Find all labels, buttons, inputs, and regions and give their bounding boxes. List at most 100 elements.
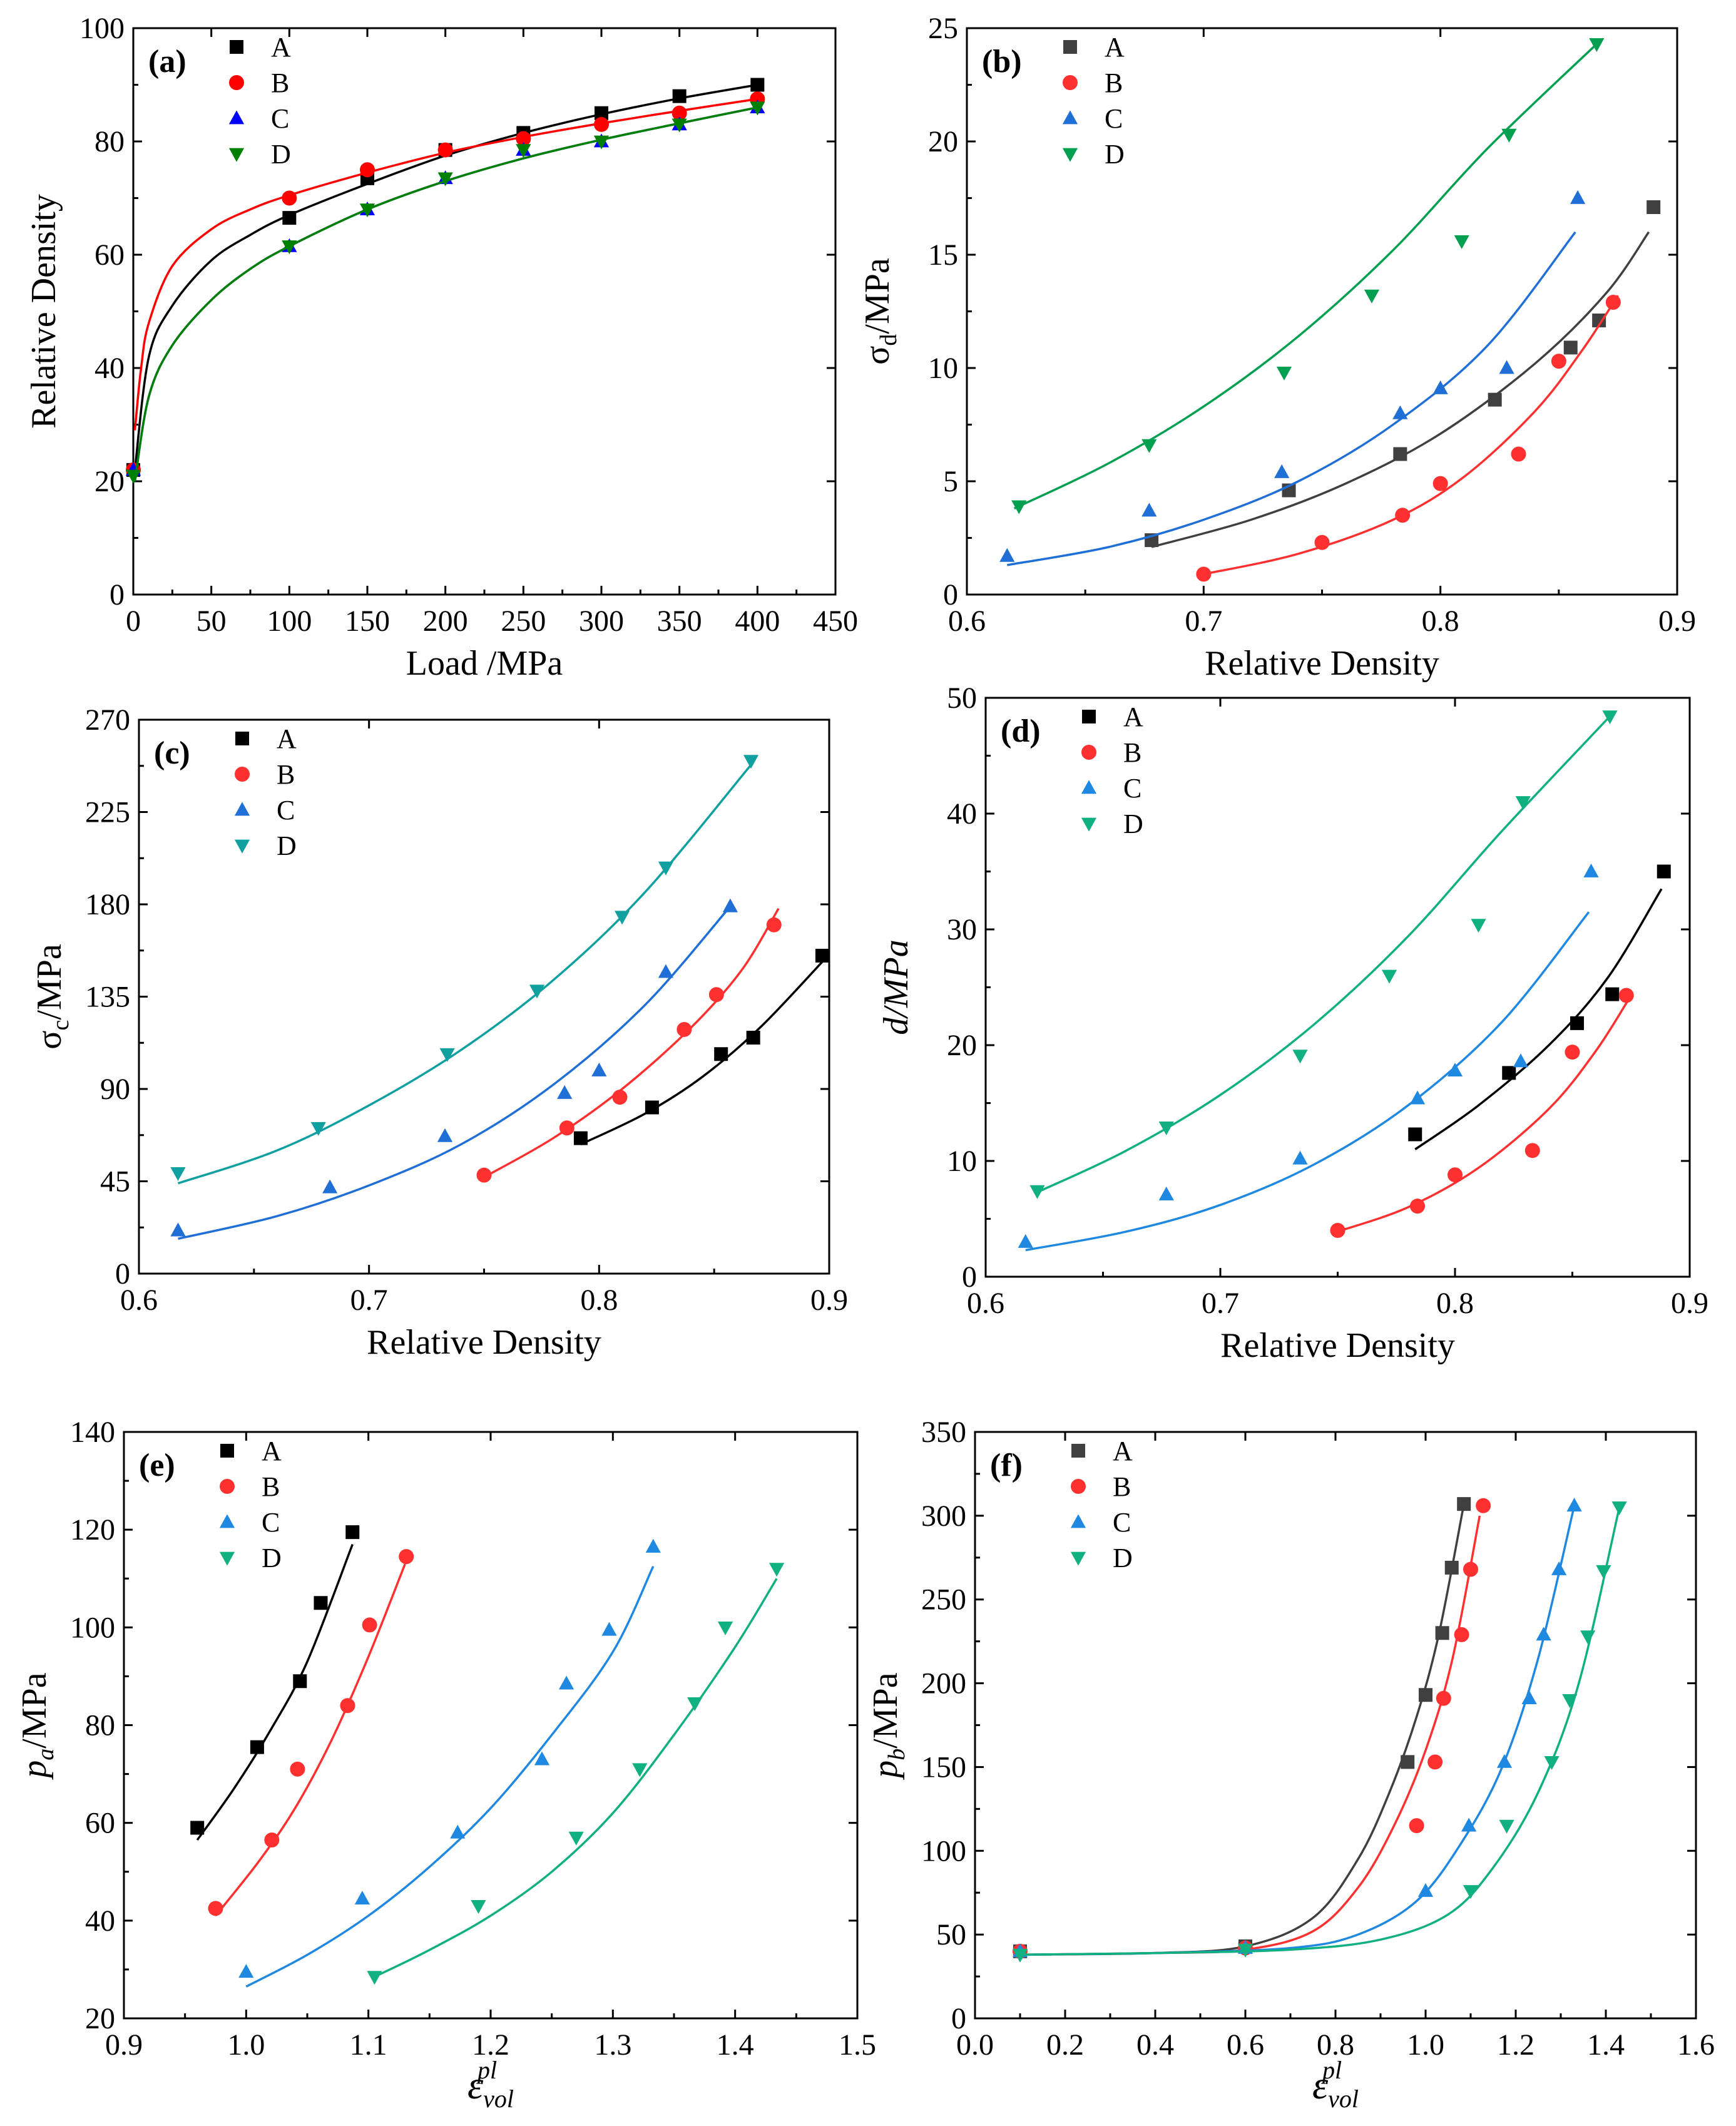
fit-curve-A (1019, 1503, 1465, 1956)
data-point-D (1454, 235, 1469, 249)
data-point-C (591, 1062, 607, 1076)
legend-label-D: D (262, 1543, 282, 1573)
data-point-A (1393, 447, 1407, 461)
x-axis-title: Load /MPa (406, 644, 563, 683)
fit-curve-A (1414, 888, 1663, 1150)
data-point-C (170, 1222, 186, 1237)
data-point-D (529, 984, 545, 999)
panel-label: (a) (148, 44, 186, 79)
x-tick-label: 0.6 (948, 605, 986, 638)
plot-frame (974, 1431, 1697, 2020)
y-tick-label: 200 (921, 1667, 966, 1700)
x-tick-label: 300 (579, 605, 624, 638)
legend-label-B: B (1123, 737, 1141, 768)
data-point-C (354, 1891, 370, 1905)
data-point-B (1395, 508, 1411, 523)
data-point-C (557, 1085, 573, 1099)
data-point-B (362, 1617, 377, 1633)
y-tick-label: 180 (85, 888, 130, 921)
data-point-D (768, 1563, 785, 1577)
x-tick-label: 1.2 (472, 2028, 509, 2062)
legend-label-D: D (1105, 139, 1125, 170)
data-point-B (282, 190, 297, 206)
data-point-C (437, 1128, 453, 1142)
x-tick-label: 1.1 (350, 2028, 387, 2062)
y-tick-label: 0 (962, 1260, 977, 1294)
data-point-C (1583, 863, 1599, 877)
legend-label-C: C (1123, 773, 1141, 804)
x-tick-label: 0.7 (1185, 605, 1222, 638)
data-point-A (190, 1821, 205, 1835)
legend-label-D: D (271, 139, 291, 170)
data-point-D (437, 172, 453, 187)
x-tick-label: 1.3 (594, 2028, 631, 2062)
y-axis-title: σc/MPa (30, 944, 74, 1050)
data-point-B (1448, 1167, 1463, 1183)
chart-panel-f: 0.0 0.2 0.4 0.6 0.8 1.0 1.2 1.4 1.6 0 50 100 150 200 2… (866, 1416, 1715, 2113)
fit-curve-C (1019, 1505, 1576, 1956)
x-tick-label: 150 (345, 605, 390, 638)
x-tick-label: 1.0 (227, 2028, 265, 2062)
data-point-C (1566, 1498, 1582, 1512)
data-point-D (1499, 1819, 1514, 1834)
y-tick-label: 25 (928, 12, 958, 45)
data-point-D (471, 1900, 486, 1914)
legend-marker-D (1062, 148, 1078, 162)
data-point-D (1562, 1694, 1578, 1708)
data-point-C (658, 964, 674, 978)
data-point-D (743, 755, 759, 769)
x-tick-label: 0.6 (967, 1287, 1004, 1320)
y-axis-title: pb/MPa (866, 1672, 910, 1780)
x-tick-label: 0.9 (1658, 605, 1696, 638)
y-axis-title: d/MPa (877, 939, 916, 1035)
data-point-D (1381, 969, 1397, 984)
data-point-B (1551, 354, 1566, 369)
fit-curve-D (1013, 43, 1598, 509)
y-tick-label: 15 (928, 238, 958, 272)
data-point-B (1476, 1498, 1491, 1513)
data-point-B (1524, 1143, 1540, 1158)
x-tick-label: 0.6 (120, 1284, 158, 1317)
data-point-A (750, 78, 765, 92)
series-D (1012, 1501, 1627, 1963)
data-point-D (1158, 1122, 1174, 1135)
y-tick-label: 30 (947, 913, 977, 946)
data-point-B (1196, 566, 1212, 582)
panel-label: (b) (982, 44, 1022, 79)
data-point-A (1488, 392, 1502, 407)
legend-marker-D (1070, 1551, 1086, 1566)
data-point-D (1471, 919, 1486, 933)
data-point-A (250, 1740, 264, 1754)
y-tick-label: 60 (85, 1807, 115, 1840)
legend-label-A: A (277, 723, 297, 754)
data-point-C (1392, 405, 1408, 419)
y-tick-label: 50 (936, 1918, 966, 1951)
y-tick-label: 5 (943, 465, 958, 498)
data-point-A (1647, 200, 1661, 214)
panel-label: (f) (990, 1448, 1023, 1483)
y-tick-label: 250 (921, 1583, 966, 1617)
series-A (126, 78, 765, 477)
data-point-D (125, 469, 141, 484)
y-tick-label: 20 (85, 2002, 115, 2035)
data-point-C (1432, 380, 1448, 394)
data-point-D (615, 911, 630, 925)
data-point-A (1401, 1755, 1415, 1769)
legend-marker-B (229, 75, 244, 90)
series-A (190, 1525, 360, 1841)
x-tick-label: 0.2 (1046, 2028, 1084, 2062)
data-point-D (1237, 1943, 1253, 1958)
series-C (999, 190, 1586, 566)
legend-label-C: C (262, 1507, 280, 1538)
x-tick-label: 400 (735, 605, 780, 638)
data-point-B (1427, 1754, 1443, 1770)
data-point-C (1461, 1817, 1477, 1832)
data-point-C (322, 1179, 338, 1193)
data-point-D (1602, 710, 1618, 725)
legend-marker-D (234, 839, 250, 854)
